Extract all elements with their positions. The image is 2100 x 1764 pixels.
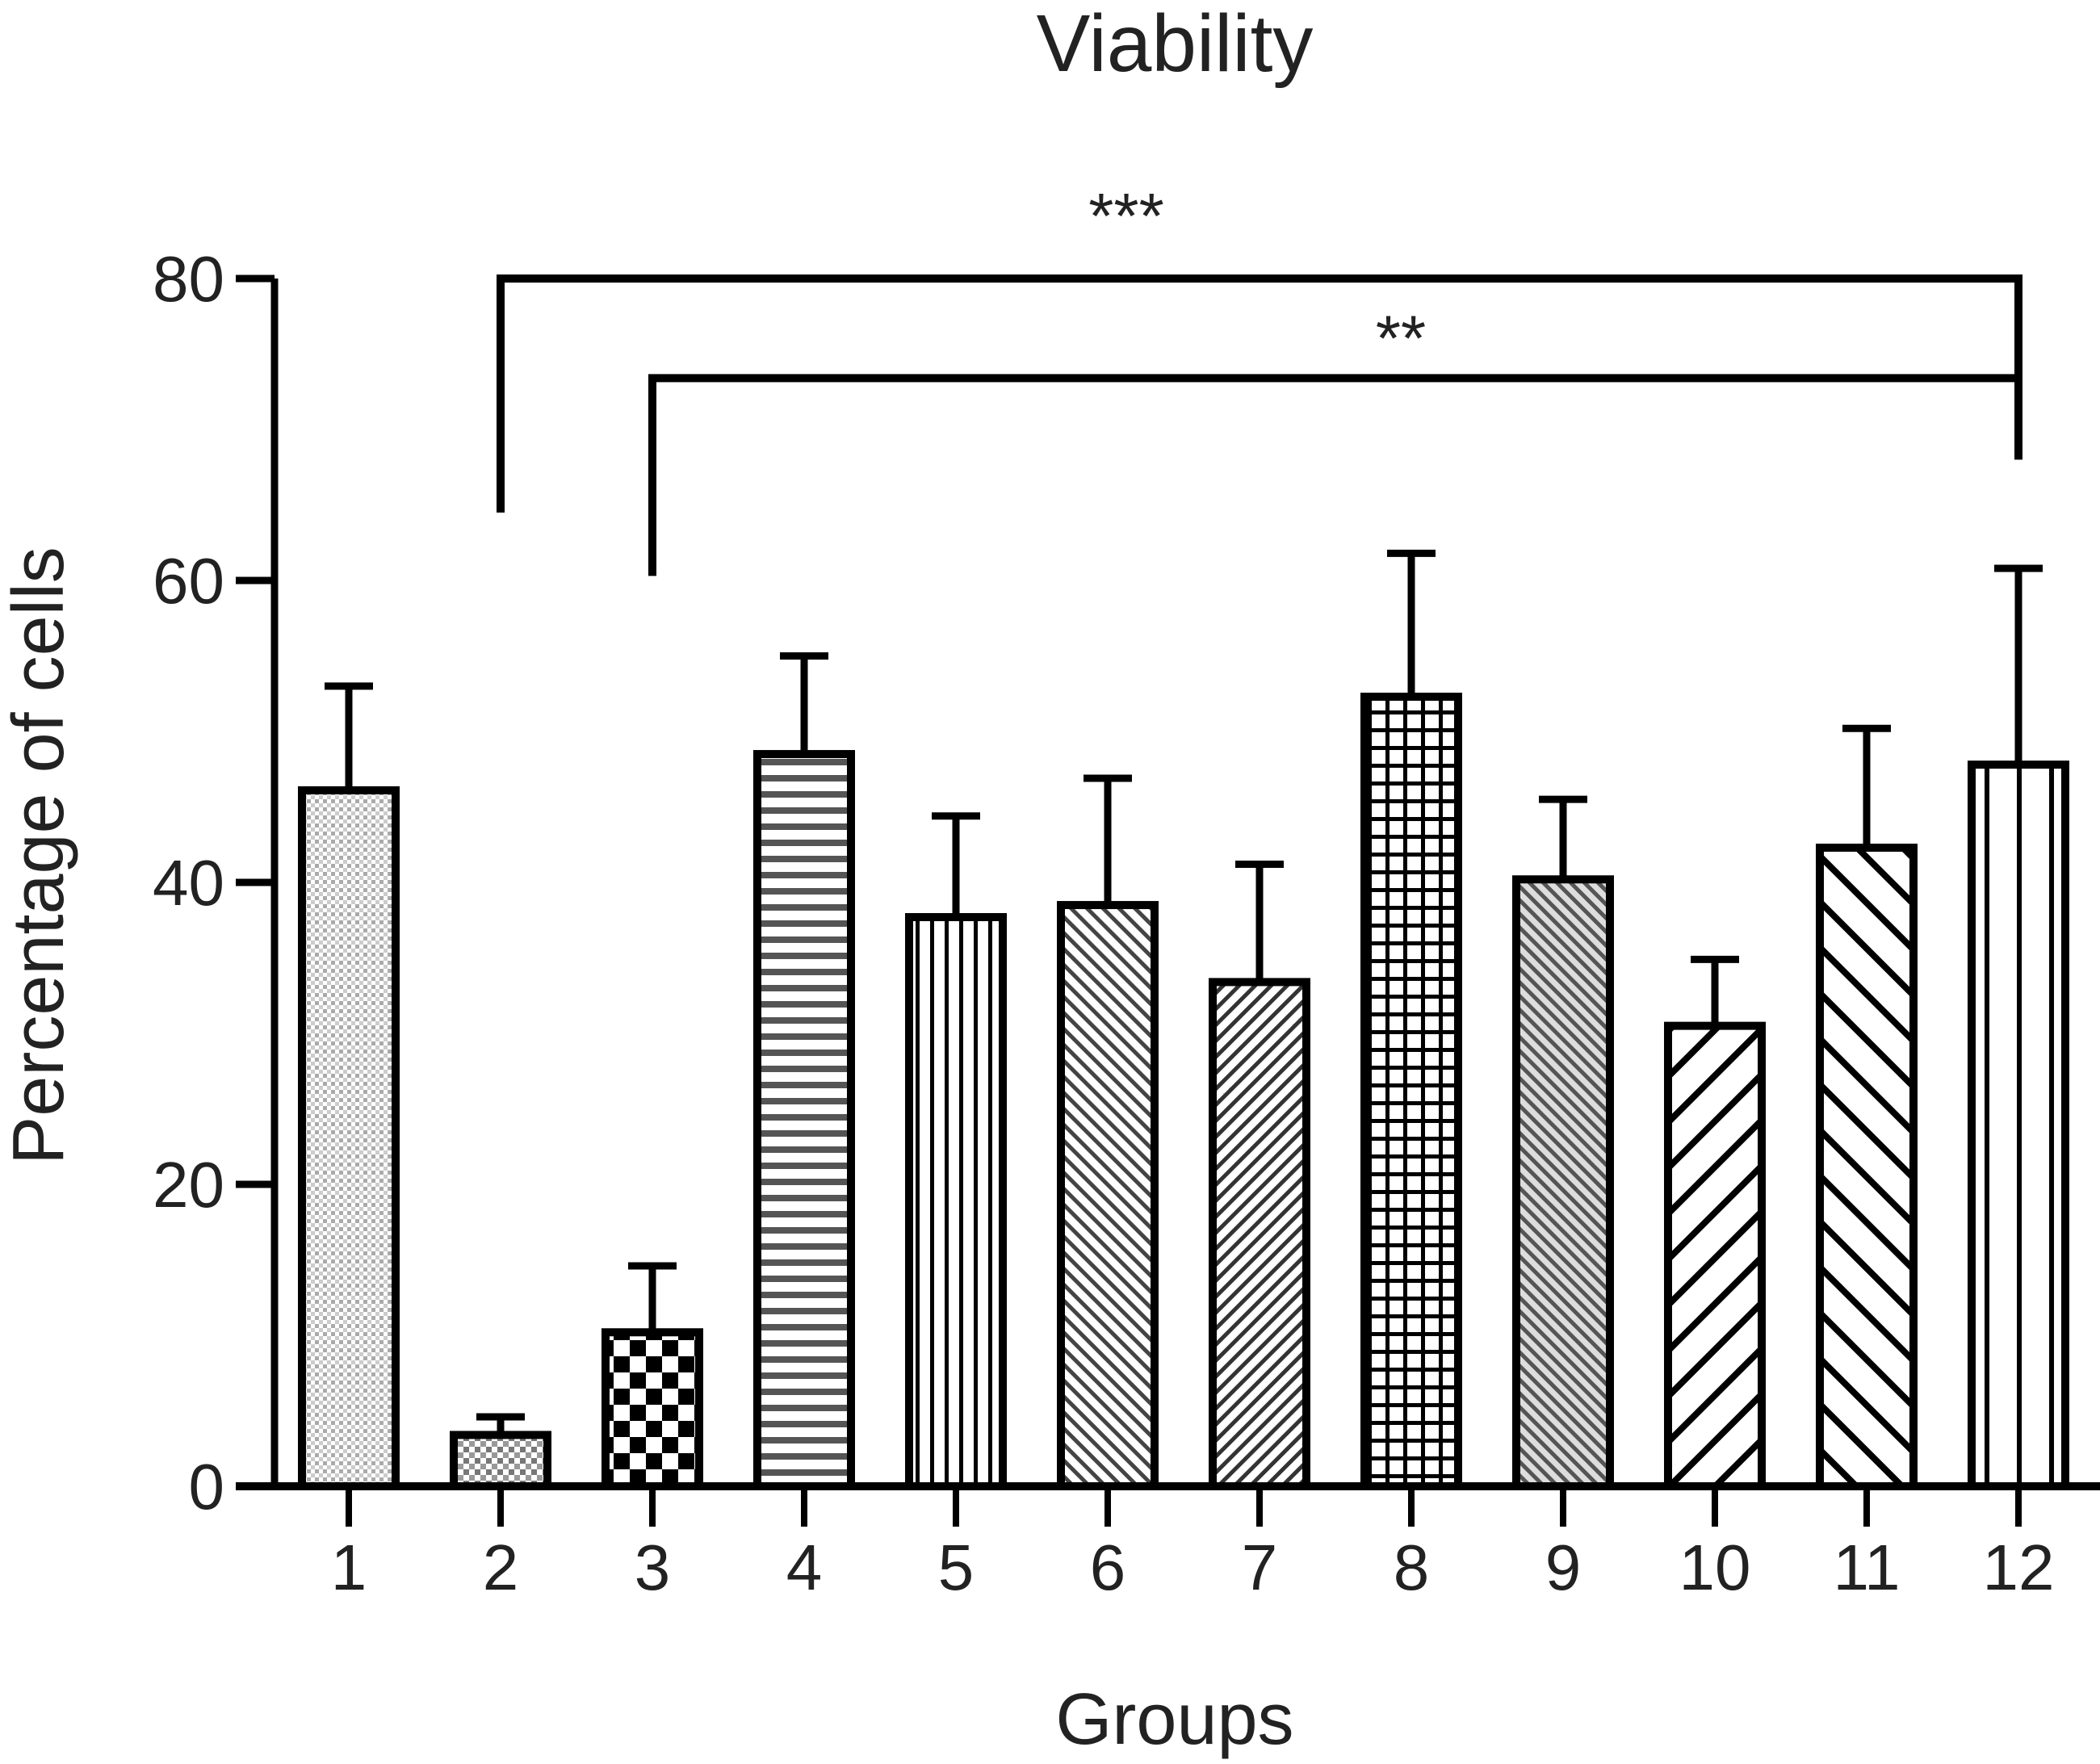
bar-group-9 [1512, 875, 1614, 1490]
bar-group-6 [1057, 901, 1159, 1491]
chart-title: Viability [1037, 0, 1314, 89]
bar-group-3 [601, 1328, 703, 1491]
bar-group-2 [450, 1431, 551, 1491]
bar-group-4 [753, 750, 855, 1490]
bar-group-11 [1816, 843, 1918, 1490]
bar-group-10 [1664, 1021, 1766, 1490]
x-tick-label: 11 [1833, 1531, 1900, 1603]
x-tick-label: 3 [635, 1531, 671, 1603]
bar-group-8 [1360, 692, 1462, 1490]
significance-bracket [648, 374, 2018, 576]
x-tick-label: 2 [483, 1531, 519, 1603]
bar-group-1 [298, 786, 400, 1490]
significance-label: *** [1088, 180, 1163, 252]
y-tick-label: 20 [153, 1149, 224, 1221]
bar-group-5 [905, 913, 1007, 1490]
x-tick-label: 12 [1983, 1531, 2055, 1603]
x-tick-label: 8 [1394, 1531, 1430, 1603]
y-tick-label: 80 [153, 243, 224, 315]
y-tick-label: 40 [153, 847, 224, 919]
y-axis-label: Percentage of cells [0, 547, 79, 1164]
significance-bracket [497, 274, 2022, 513]
x-tick-label: 1 [331, 1531, 367, 1603]
bar-group-7 [1209, 978, 1310, 1491]
x-tick-label: 5 [938, 1531, 975, 1603]
x-axis-label: Groups [1055, 1679, 1293, 1760]
y-tick-label: 60 [153, 545, 224, 617]
x-tick-label: 10 [1679, 1531, 1751, 1603]
x-tick-label: 6 [1090, 1531, 1126, 1603]
y-tick-label: 0 [189, 1451, 225, 1523]
significance-label: ** [1376, 302, 1426, 374]
bar-group-12 [1968, 760, 2069, 1490]
x-tick-label: 7 [1242, 1531, 1278, 1603]
x-tick-label: 4 [786, 1531, 823, 1603]
x-tick-label: 9 [1545, 1531, 1582, 1603]
